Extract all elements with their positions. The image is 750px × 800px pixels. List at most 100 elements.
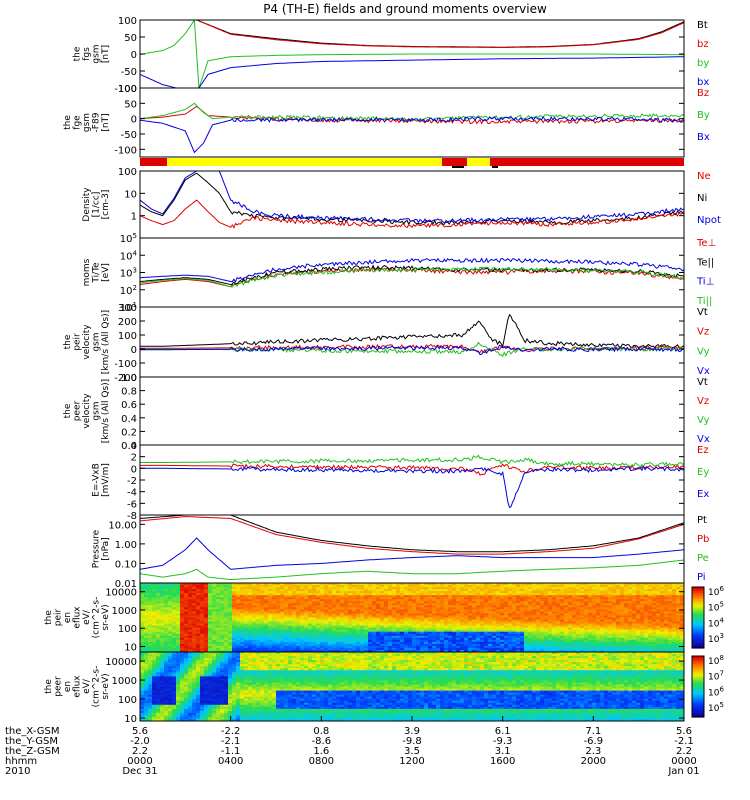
legend-entry: Vz [697, 396, 709, 407]
spectrogram-cell [476, 635, 481, 639]
spectrogram-cell [516, 603, 521, 606]
spectrogram-cell [156, 615, 161, 619]
spectrogram-cell [592, 591, 597, 594]
spectrogram-cell [280, 621, 285, 625]
spectrogram-cell [648, 635, 653, 639]
spectrogram-cell [504, 629, 509, 633]
spectrogram-cell [492, 605, 497, 608]
spectrogram-cell [648, 595, 653, 598]
spectrogram-cell [660, 611, 665, 615]
spectrogram-cell [156, 607, 161, 610]
y-tick-label: 102 [120, 284, 137, 297]
y-axis-label: the [63, 403, 73, 418]
spectrogram-cell [540, 585, 545, 588]
spectrogram-cell [604, 593, 609, 596]
spectrogram-cell [192, 611, 197, 615]
spectrogram-cell [548, 585, 553, 588]
spectrogram-cell [212, 593, 217, 596]
spectrogram-cell [548, 629, 553, 633]
spectrogram-cell [644, 595, 649, 598]
spectrogram-cell [552, 621, 557, 625]
spectrogram-cell [432, 639, 437, 643]
spectrogram-cell [544, 585, 549, 588]
spectrogram-cell [252, 619, 257, 623]
spectrogram-cell [364, 607, 369, 610]
spectrogram-cell [272, 639, 277, 643]
spectrogram-cell [176, 617, 181, 621]
spectrogram-cell [672, 625, 677, 629]
spectrogram-cell [272, 609, 277, 613]
spectrogram-cell [424, 619, 429, 623]
spectrogram-cell [356, 637, 361, 641]
spectrogram-cell [372, 619, 377, 623]
spectrogram-cell [296, 623, 301, 627]
spectrogram-cell [200, 591, 205, 594]
spectrogram-cell [680, 591, 684, 594]
spectrogram-cell [388, 609, 393, 613]
spectrogram-cell [680, 625, 684, 629]
spectrogram-cell [412, 585, 417, 588]
spectrogram-cell [188, 591, 193, 594]
y-tick-label: 0.10 [115, 559, 137, 570]
spectrogram-cell [640, 649, 645, 652]
spectrogram-cell [424, 623, 429, 627]
spectrogram-cell [560, 599, 565, 602]
spectrogram-cell [620, 589, 625, 592]
spectrogram-cell [428, 647, 433, 651]
spectrogram-cell [376, 595, 381, 598]
spectrogram-cell [508, 639, 513, 643]
spectrogram-cell [520, 601, 525, 604]
spectrogram-cell [464, 601, 469, 604]
spectrogram-cell [140, 694, 145, 698]
spectrogram-cell [492, 633, 497, 637]
spectrogram-cell [572, 635, 577, 639]
spectrogram-cell [648, 627, 653, 631]
spectrogram-cell [668, 607, 673, 610]
spectrogram-cell [312, 591, 317, 594]
spectrogram-cell [164, 649, 169, 652]
spectrogram-cell [192, 617, 197, 621]
spectrogram-cell [432, 583, 437, 586]
spectrogram-cell [184, 641, 189, 645]
spectrogram-cell [656, 583, 661, 586]
spectrogram-cell [156, 637, 161, 641]
spectrogram-cell [152, 583, 157, 586]
spectrogram-cell [280, 601, 285, 604]
spectrogram-cell [256, 617, 261, 621]
spectrogram-cell [480, 595, 485, 598]
spectrogram-cell [436, 609, 441, 613]
spectrogram-cell [284, 627, 289, 631]
spectrogram-cell [472, 601, 477, 604]
spectrogram-cell [280, 587, 285, 590]
spectrogram-cell [264, 585, 269, 588]
spectrogram-cell [304, 637, 309, 641]
spectrogram-cell [140, 656, 145, 659]
spectrogram-cell [488, 611, 493, 615]
spectrogram-cell [208, 599, 213, 602]
spectrogram-cell [208, 631, 213, 635]
spectrogram-cell [176, 597, 181, 600]
spectrogram-cell [164, 593, 169, 596]
spectrogram-cell [448, 617, 453, 621]
spectrogram-cell [476, 611, 481, 615]
spectrogram-cell [412, 583, 417, 586]
spectrogram-cell [156, 587, 161, 590]
spectrogram-cell [500, 625, 505, 629]
spectrogram-cell [264, 635, 269, 639]
spectrogram-cell [276, 649, 281, 652]
spectrogram-cell [172, 613, 177, 617]
spectrogram-cell [444, 611, 449, 615]
spectrogram-cell [364, 627, 369, 631]
spectrogram-cell [476, 583, 481, 586]
spectrogram-cell [520, 613, 525, 617]
spectrogram-cell [496, 611, 501, 615]
spectrogram-cell [272, 645, 277, 649]
spectrogram-cell [308, 633, 313, 637]
spectrogram-cell [144, 666, 149, 669]
spectrogram-cell [388, 585, 393, 588]
spectrogram-cell [316, 617, 321, 621]
spectrogram-cell [396, 637, 401, 641]
spectrogram-cell [472, 599, 477, 602]
spectrogram-cell [328, 619, 333, 623]
spectrogram-cell [596, 625, 601, 629]
